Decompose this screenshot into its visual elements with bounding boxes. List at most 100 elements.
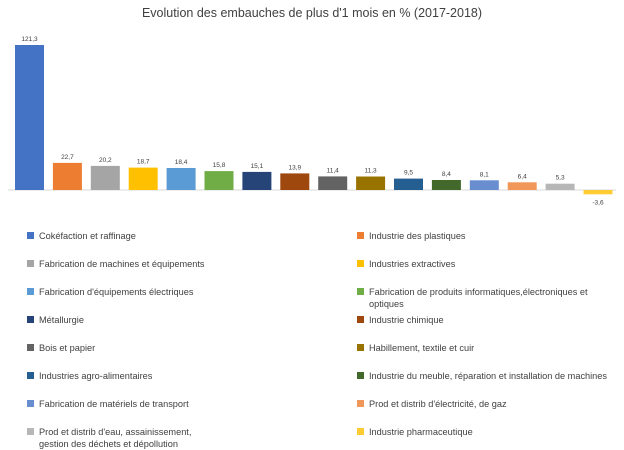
bar-9 [318,176,348,190]
legend-label: Industries extractives [369,258,455,270]
legend-label-line: Bois et papier [39,343,96,353]
bar-13 [469,180,499,190]
legend-label: Cokéfaction et raffinage [39,230,136,242]
legend-label-line: Fabrication de produits informatiques,él… [369,287,588,309]
legend-item: Industries agro-alimentaires [27,370,152,382]
legend-label: Prod et distrib d'eau, assainissement, ge… [39,426,191,450]
legend-swatch [27,288,34,295]
legend-label-line: Industrie chimique [369,315,444,325]
legend-swatch [27,232,34,239]
bar-1 [15,45,44,190]
bar-value-label: 11,3 [365,168,378,175]
legend-label: Métallurgie [39,314,84,326]
legend-label: Industrie chimique [369,314,444,326]
legend-label: Industrie pharmaceutique [369,426,473,438]
chart-title: Evolution des embauches de plus d'1 mois… [141,6,483,20]
legend-item: Fabrication de produits informatiques,él… [357,286,624,310]
legend-item: Industrie du meuble, réparation et insta… [357,370,607,382]
bar-11 [394,178,423,190]
bar-6 [204,171,234,190]
bar-value-label: 22,7 [61,154,74,161]
legend-label-line: Prod et distrib d'électricité, de gaz [369,399,507,409]
legend-label: Habillement, textile et cuir [369,342,474,354]
legend-swatch [357,260,364,267]
legend-swatch [27,260,34,267]
bar-8 [280,173,310,190]
legend-item: Prod et distrib d'électricité, de gaz [357,398,507,410]
bar-value-label: 8,4 [442,171,451,178]
legend-swatch [27,428,34,435]
bar-15 [545,183,575,190]
legend-label-line: Industrie du meuble, réparation et insta… [369,371,607,381]
legend-swatch [357,372,364,379]
legend-label: Bois et papier [39,342,95,354]
legend-item: Industries extractives [357,258,455,270]
legend-label-line: Industrie des plastiques [369,231,466,241]
bar-value-label: 15,1 [251,163,264,170]
legend-label: Industries agro-alimentaires [39,370,152,382]
bar-5 [166,168,196,190]
legend-item: Industrie des plastiques [357,230,466,242]
legend-item: Cokéfaction et raffinage [27,230,136,242]
bar-3 [90,165,120,190]
legend-label-line: Fabrication de matériels de transport [39,399,189,409]
legend-label-line: Métallurgie [39,315,84,325]
bar-value-label: 121,3 [21,36,38,43]
legend-label-line: Industries agro-alimentaires [39,371,153,381]
legend-swatch [357,428,364,435]
legend-swatch [357,400,364,407]
legend-swatch [27,316,34,323]
legend-label: Fabrication d'équipements électriques [39,286,193,298]
bar-value-label: 5,3 [556,175,565,182]
bar-value-label: 15,8 [213,162,226,169]
legend-label-line: Fabrication de machines et équipements [39,259,205,269]
bar-7 [242,171,272,190]
legend-label-line: Habillement, textile et cuir [369,343,475,353]
bar-value-label: 18,7 [137,159,150,166]
bar-value-label: -3,6 [592,199,604,206]
legend-label-line: Prod et distrib d'eau, assainissement, [39,427,192,437]
bar-value-label: 9,5 [404,170,413,177]
legend-label-line: Fabrication d'équipements électriques [39,287,194,297]
bar-16 [583,190,613,195]
legend-item: Industrie chimique [357,314,444,326]
legend-item: Métallurgie [27,314,84,326]
legend-item: Habillement, textile et cuir [357,342,474,354]
legend-swatch [27,344,34,351]
legend-item: Bois et papier [27,342,95,354]
bar-chart: 121,3 22,7 20,2 18,7 18,4 15,8 15,1 13,9 11,4 11,… [8,36,616,206]
bar-value-label: 20,2 [99,157,112,164]
bar-value-label: 8,1 [480,171,489,178]
legend-item: Prod et distrib d'eau, assainissement, ge… [27,426,191,450]
legend-swatch [357,316,364,323]
legend-swatch [27,400,34,407]
legend-swatch [357,232,364,239]
bar-4 [128,167,158,190]
legend-label: Fabrication de machines et équipements [39,258,204,270]
legend-label-line: gestion des déchets et dépollution [39,439,178,449]
legend-item: Fabrication d'équipements électriques [27,286,193,298]
bar-value-label: 13,9 [288,164,301,171]
bar-14 [507,182,537,190]
legend-label: Fabrication de matériels de transport [39,398,189,410]
bar-2 [52,162,82,190]
legend-label: Industrie des plastiques [369,230,466,242]
legend-label: Fabrication de produits informatiques,él… [369,286,624,310]
legend-label-line: Industrie pharmaceutique [369,427,473,437]
legend-label: Prod et distrib d'électricité, de gaz [369,398,507,410]
legend-item: Industrie pharmaceutique [357,426,473,438]
legend-swatch [27,372,34,379]
legend-label-line: Cokéfaction et raffinage [39,231,136,241]
legend-label: Industrie du meuble, réparation et insta… [369,370,607,382]
bar-value-label: 6,4 [518,173,527,180]
legend-item: Fabrication de machines et équipements [27,258,204,270]
bar-12 [431,180,461,190]
legend-swatch [357,288,364,295]
bar-value-label: 18,4 [175,159,188,166]
bar-value-label: 11,4 [327,167,340,174]
legend-swatch [357,344,364,351]
legend-label-line: Industries extractives [369,259,456,269]
legend-item: Fabrication de matériels de transport [27,398,189,410]
bar-10 [356,176,386,190]
